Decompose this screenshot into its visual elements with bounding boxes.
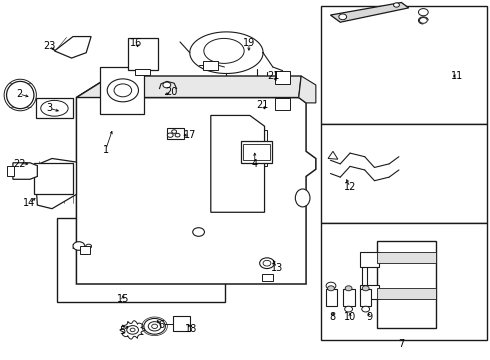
Circle shape: [148, 321, 161, 331]
Circle shape: [127, 325, 139, 334]
Ellipse shape: [295, 189, 310, 207]
Circle shape: [152, 324, 158, 328]
Text: 9: 9: [367, 312, 373, 322]
Polygon shape: [377, 241, 436, 328]
Polygon shape: [36, 98, 73, 118]
Text: 3: 3: [47, 103, 52, 113]
Text: 14: 14: [23, 198, 35, 208]
Polygon shape: [213, 130, 267, 166]
Polygon shape: [128, 38, 158, 69]
Polygon shape: [326, 289, 337, 306]
Polygon shape: [360, 285, 379, 299]
Circle shape: [172, 130, 176, 134]
Polygon shape: [34, 163, 73, 194]
Circle shape: [144, 319, 165, 334]
Polygon shape: [13, 163, 37, 179]
Polygon shape: [377, 288, 436, 299]
Polygon shape: [321, 125, 487, 223]
Polygon shape: [54, 37, 91, 58]
Text: 10: 10: [344, 312, 356, 322]
Circle shape: [130, 328, 135, 332]
Polygon shape: [262, 274, 273, 281]
Polygon shape: [328, 151, 338, 159]
Text: 15: 15: [117, 294, 129, 304]
Polygon shape: [167, 128, 184, 139]
Circle shape: [326, 282, 336, 289]
Text: 16: 16: [130, 38, 143, 48]
Polygon shape: [241, 141, 272, 163]
Text: 21: 21: [256, 100, 269, 110]
Text: 1: 1: [103, 144, 109, 154]
Polygon shape: [360, 289, 371, 306]
Text: 8: 8: [329, 312, 335, 322]
Polygon shape: [6, 166, 14, 176]
Text: 12: 12: [344, 182, 356, 192]
Text: 6: 6: [159, 320, 165, 330]
Polygon shape: [100, 67, 144, 114]
Polygon shape: [211, 116, 265, 212]
Polygon shape: [360, 252, 379, 267]
Circle shape: [260, 258, 274, 269]
Polygon shape: [203, 61, 218, 69]
Polygon shape: [35, 158, 76, 209]
Circle shape: [263, 260, 271, 266]
Polygon shape: [57, 218, 225, 302]
Polygon shape: [331, 3, 409, 22]
Text: 11: 11: [451, 71, 464, 81]
Circle shape: [393, 3, 399, 7]
Text: 4: 4: [252, 159, 258, 169]
Text: 13: 13: [270, 263, 283, 273]
Text: 22: 22: [13, 159, 25, 169]
Polygon shape: [321, 6, 487, 125]
Text: 5: 5: [119, 326, 125, 336]
Circle shape: [328, 286, 334, 291]
Circle shape: [345, 286, 352, 291]
Text: 7: 7: [398, 339, 404, 349]
Ellipse shape: [204, 39, 244, 63]
Ellipse shape: [6, 81, 34, 109]
Circle shape: [362, 286, 369, 291]
Circle shape: [107, 79, 139, 102]
Polygon shape: [299, 76, 316, 103]
Circle shape: [86, 244, 92, 248]
Circle shape: [418, 9, 428, 16]
Polygon shape: [275, 98, 290, 111]
Polygon shape: [377, 252, 436, 263]
Circle shape: [362, 306, 369, 312]
Polygon shape: [135, 69, 150, 75]
Circle shape: [114, 84, 132, 97]
Text: 23: 23: [44, 41, 56, 50]
Ellipse shape: [41, 100, 68, 116]
Polygon shape: [80, 246, 90, 253]
Circle shape: [344, 306, 352, 312]
Circle shape: [73, 242, 85, 250]
Text: 18: 18: [185, 324, 197, 334]
Polygon shape: [172, 316, 190, 331]
Polygon shape: [343, 289, 355, 306]
Text: 17: 17: [184, 130, 196, 140]
Text: 19: 19: [243, 38, 255, 48]
Polygon shape: [321, 223, 487, 339]
Circle shape: [175, 134, 180, 137]
Circle shape: [339, 14, 346, 20]
Text: 2: 2: [16, 89, 23, 99]
Circle shape: [193, 228, 204, 236]
Circle shape: [167, 133, 173, 137]
Polygon shape: [76, 76, 301, 98]
Polygon shape: [275, 71, 290, 84]
Circle shape: [163, 82, 171, 88]
Polygon shape: [76, 76, 316, 284]
Text: 21: 21: [267, 71, 279, 81]
Text: 20: 20: [166, 87, 178, 97]
Circle shape: [419, 18, 427, 23]
